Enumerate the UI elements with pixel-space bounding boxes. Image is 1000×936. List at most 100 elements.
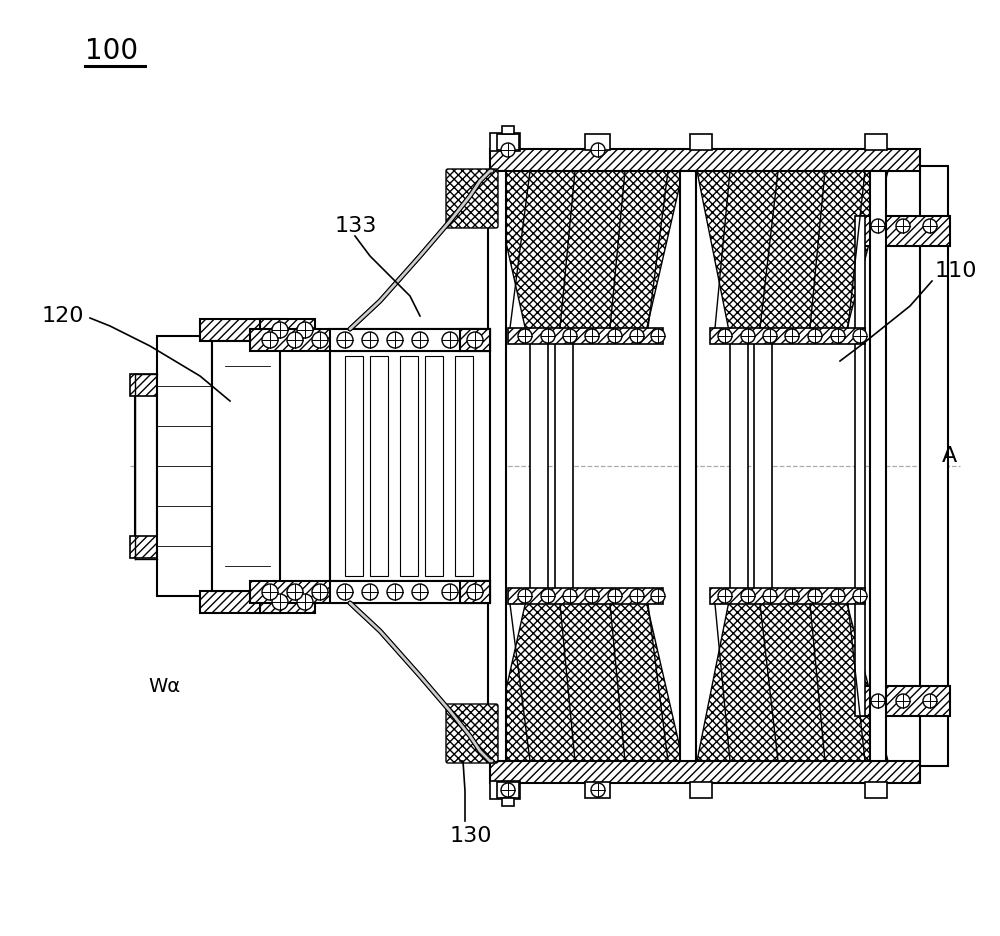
Polygon shape [490,172,683,337]
Bar [455,357,473,577]
Bar [690,782,712,798]
Bar [870,172,886,761]
Bar [508,329,663,344]
Circle shape [853,590,867,604]
Bar [330,352,490,581]
Bar [555,337,573,596]
Circle shape [541,329,555,344]
Polygon shape [490,596,683,761]
Bar [497,782,519,798]
Circle shape [312,332,328,348]
Circle shape [871,220,885,234]
Bar [855,217,865,716]
Bar [865,782,887,798]
Circle shape [541,590,555,604]
Bar [212,342,282,592]
FancyBboxPatch shape [446,169,498,228]
Text: 133: 133 [335,216,377,236]
Bar [157,337,212,596]
Circle shape [718,329,732,344]
Circle shape [585,590,599,604]
Circle shape [896,695,910,709]
Bar [425,357,443,577]
Circle shape [808,329,822,344]
Circle shape [608,590,622,604]
Circle shape [808,590,822,604]
Circle shape [853,329,867,344]
Bar [730,337,748,596]
Bar [585,135,610,151]
Bar [130,536,158,559]
Circle shape [442,332,458,348]
Circle shape [923,220,937,234]
Bar [920,167,948,767]
Polygon shape [697,596,888,761]
Bar [710,329,865,344]
Circle shape [387,332,403,348]
Circle shape [651,590,665,604]
Circle shape [763,590,777,604]
Text: 130: 130 [450,826,492,845]
Circle shape [387,584,403,600]
Bar [508,589,663,605]
FancyBboxPatch shape [446,704,498,763]
Circle shape [871,695,885,709]
Circle shape [585,329,599,344]
Circle shape [831,329,845,344]
Circle shape [467,584,483,600]
Circle shape [591,144,605,158]
Circle shape [272,323,288,339]
Circle shape [262,332,278,348]
Bar [135,391,157,541]
Circle shape [501,144,515,158]
Polygon shape [697,172,888,337]
Bar [200,592,280,613]
Circle shape [785,329,799,344]
Circle shape [412,332,428,348]
Bar [330,581,490,604]
Circle shape [442,584,458,600]
Bar [400,357,418,577]
Circle shape [412,584,428,600]
Circle shape [518,329,532,344]
Circle shape [337,584,353,600]
Circle shape [651,329,665,344]
Circle shape [831,590,845,604]
Bar [502,127,514,135]
Circle shape [287,332,303,348]
Bar [200,320,280,342]
Bar [502,798,514,806]
Circle shape [630,590,644,604]
Text: 110: 110 [935,261,977,281]
Bar [690,135,712,151]
Circle shape [741,590,755,604]
Circle shape [518,590,532,604]
Bar [250,329,490,352]
Circle shape [467,332,483,348]
Bar [860,686,950,716]
Bar [330,329,490,352]
Bar [490,761,920,783]
Circle shape [297,594,313,610]
Bar [754,337,772,596]
Bar [260,320,315,342]
Bar [530,337,548,596]
Bar [250,581,490,604]
Bar [680,172,696,761]
Text: 120: 120 [42,306,85,326]
Bar [585,782,610,798]
Circle shape [287,584,303,600]
Circle shape [563,329,577,344]
Circle shape [312,584,328,600]
Bar [865,135,887,151]
Circle shape [501,783,515,797]
Circle shape [608,329,622,344]
Circle shape [630,329,644,344]
Circle shape [923,695,937,709]
Circle shape [262,584,278,600]
Bar [497,135,519,151]
Text: A: A [942,446,957,465]
Circle shape [563,590,577,604]
Circle shape [741,329,755,344]
Circle shape [718,590,732,604]
